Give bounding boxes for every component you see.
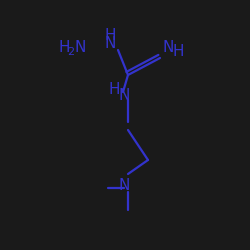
Text: 2: 2 xyxy=(67,47,74,57)
Text: H: H xyxy=(105,28,117,42)
Text: H: H xyxy=(108,82,120,98)
Text: N: N xyxy=(105,36,117,51)
Text: N: N xyxy=(118,178,130,192)
Text: N: N xyxy=(162,40,173,56)
Text: N: N xyxy=(118,88,130,102)
Text: H: H xyxy=(172,44,184,60)
Text: N: N xyxy=(74,40,86,56)
Text: H: H xyxy=(58,40,70,56)
